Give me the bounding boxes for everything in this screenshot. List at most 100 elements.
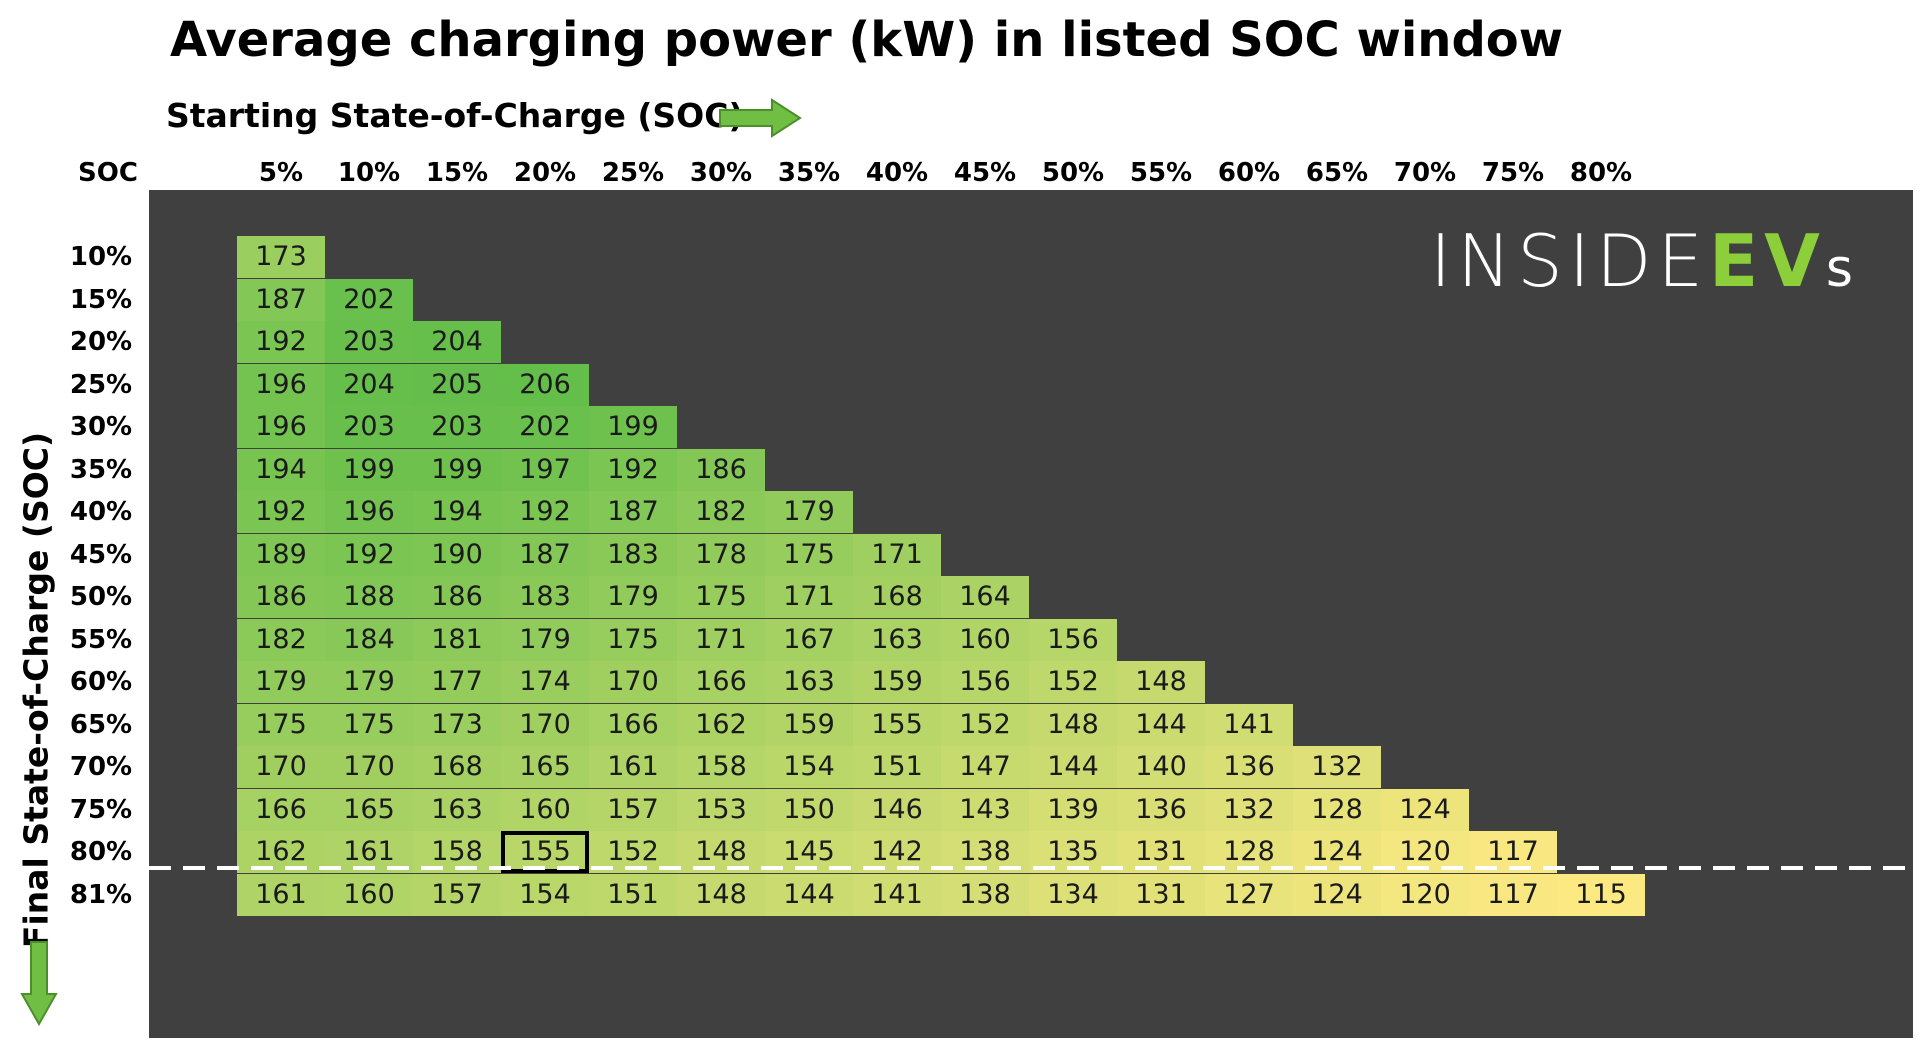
- heatmap-cell: 179: [589, 576, 677, 618]
- y-tick-label: 65%: [69, 709, 133, 740]
- heatmap-cell: 206: [501, 363, 589, 406]
- x-tick-label: 15%: [425, 158, 489, 188]
- heatmap-cell: 124: [1381, 788, 1469, 831]
- heatmap-cell: 159: [853, 661, 941, 703]
- arrow-right-icon: [719, 98, 802, 138]
- x-tick-label: 10%: [337, 158, 401, 188]
- heatmap-cell: 183: [589, 533, 677, 576]
- heatmap-cell: 171: [765, 576, 853, 618]
- heatmap-cell: 136: [1117, 788, 1205, 831]
- y-tick-label: 81%: [69, 879, 133, 910]
- heatmap-cell: 182: [677, 491, 765, 533]
- heatmap-cell: 120: [1381, 831, 1469, 873]
- heatmap-cell: 179: [237, 661, 325, 703]
- heatmap-cell: 161: [589, 746, 677, 788]
- heatmap-cell: 204: [413, 321, 501, 363]
- y-tick-label: 35%: [69, 454, 133, 485]
- heatmap-cell: 187: [589, 491, 677, 533]
- heatmap-cell: 202: [501, 406, 589, 448]
- heatmap-cell: 163: [765, 661, 853, 703]
- heatmap-cell: 188: [325, 576, 413, 618]
- heatmap-cell: 139: [1029, 788, 1117, 831]
- y-tick-label: 10%: [69, 242, 133, 272]
- heatmap-cell: 192: [325, 533, 413, 576]
- x-tick-label: 5%: [258, 158, 304, 188]
- heatmap-cell: 127: [1205, 873, 1293, 916]
- heatmap-cell: 199: [589, 406, 677, 448]
- heatmap-cell: 170: [589, 661, 677, 703]
- heatmap-cell: 183: [501, 576, 589, 618]
- heatmap-cell: 196: [237, 363, 325, 406]
- heatmap-cell: 174: [501, 661, 589, 703]
- heatmap-cell: 178: [677, 533, 765, 576]
- heatmap-cell: 203: [325, 406, 413, 448]
- heatmap-cell: 147: [941, 746, 1029, 788]
- heatmap-cell: 152: [1029, 661, 1117, 703]
- heatmap-cell: 166: [237, 788, 325, 831]
- heatmap-cell: 189: [237, 533, 325, 576]
- heatmap-cell: 166: [589, 703, 677, 746]
- x-axis-label: Starting State-of-Charge (SOC): [166, 96, 744, 135]
- heatmap-cell: 164: [941, 576, 1029, 618]
- heatmap-cell: 203: [325, 321, 413, 363]
- heatmap-cell: 165: [325, 788, 413, 831]
- heatmap-cell: 138: [941, 873, 1029, 916]
- heatmap-cell: 156: [1029, 618, 1117, 661]
- heatmap-cell: 124: [1293, 873, 1381, 916]
- y-tick-label: 30%: [69, 412, 133, 442]
- heatmap-cell: 168: [853, 576, 941, 618]
- heatmap-cell: 187: [237, 278, 325, 321]
- heatmap-cell: 179: [325, 661, 413, 703]
- heatmap-cell: 199: [413, 448, 501, 491]
- heatmap-cell: 151: [589, 873, 677, 916]
- heatmap-cell: 166: [677, 661, 765, 703]
- x-tick-label: 40%: [865, 158, 929, 188]
- heatmap-cell: 170: [501, 703, 589, 746]
- heatmap-cell: 128: [1293, 788, 1381, 831]
- heatmap-cell: 132: [1205, 788, 1293, 831]
- heatmap-cell: 194: [237, 448, 325, 491]
- heatmap-cell: 192: [589, 448, 677, 491]
- heatmap-cell: 141: [1205, 703, 1293, 746]
- heatmap-cell: 160: [941, 618, 1029, 661]
- x-tick-label: 30%: [689, 158, 753, 188]
- heatmap-cell: 153: [677, 788, 765, 831]
- heatmap-cell: 197: [501, 448, 589, 491]
- heatmap-cell: 187: [501, 533, 589, 576]
- heatmap-cell: 170: [325, 746, 413, 788]
- heatmap-cell: 203: [413, 406, 501, 448]
- arrow-down-icon: [20, 941, 58, 1026]
- heatmap-cell: 117: [1469, 873, 1557, 916]
- x-tick-label: 25%: [601, 158, 665, 188]
- heatmap-cell: 192: [237, 491, 325, 533]
- x-tick-label: 65%: [1305, 158, 1369, 188]
- heatmap-cell: 159: [765, 703, 853, 746]
- heatmap-cell: 196: [237, 406, 325, 448]
- heatmap-cell: 158: [677, 746, 765, 788]
- heatmap-cell: 150: [765, 788, 853, 831]
- heatmap-cell: 155: [853, 703, 941, 746]
- y-tick-label: 20%: [69, 327, 133, 357]
- heatmap-cell: 140: [1117, 746, 1205, 788]
- heatmap-cell: 165: [501, 746, 589, 788]
- heatmap-cell: 186: [237, 576, 325, 618]
- x-tick-label: 70%: [1393, 158, 1457, 188]
- x-tick-label: 55%: [1129, 158, 1193, 188]
- y-tick-label: 50%: [69, 582, 133, 612]
- y-tick-label: 75%: [69, 794, 133, 825]
- heatmap-cell: 177: [413, 661, 501, 703]
- heatmap-cell: 175: [589, 618, 677, 661]
- chart-title: Average charging power (kW) in listed SO…: [170, 12, 1564, 68]
- heatmap-cell: 170: [237, 746, 325, 788]
- heatmap-cell: 134: [1029, 873, 1117, 916]
- heatmap-cell: 175: [237, 703, 325, 746]
- heatmap-cell: 192: [501, 491, 589, 533]
- heatmap-cell: 160: [325, 873, 413, 916]
- y-tick-label: 70%: [69, 752, 133, 782]
- y-tick-label: 80%: [69, 837, 133, 867]
- heatmap-cell: 144: [1117, 703, 1205, 746]
- heatmap-cell: 173: [413, 703, 501, 746]
- y-tick-label: 45%: [69, 539, 133, 570]
- heatmap-cell: 190: [413, 533, 501, 576]
- heatmap-cell: 168: [413, 746, 501, 788]
